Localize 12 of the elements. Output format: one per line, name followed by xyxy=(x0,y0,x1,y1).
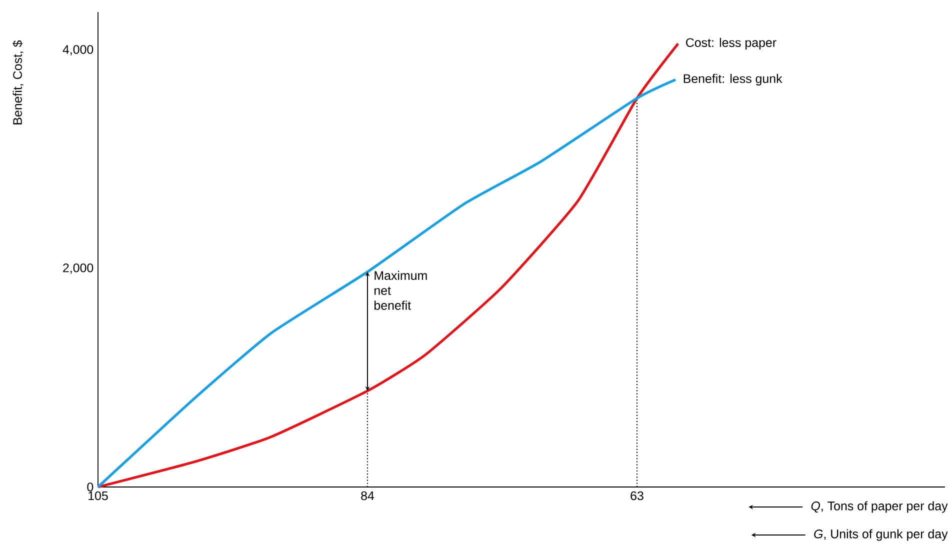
y-tick-label: 4,000 xyxy=(62,45,94,56)
series-label: Benefit: less gunk xyxy=(684,74,782,86)
x-tick-label: 84 xyxy=(361,491,374,500)
x-tick-label: 63 xyxy=(630,491,644,500)
y-axis-title: Benefit, Cost, $ xyxy=(12,40,24,124)
y-tick-label: 2,000 xyxy=(63,263,94,274)
x-tick-label: 105 xyxy=(88,491,108,500)
y-tick-label: 0 xyxy=(87,482,94,492)
text: G, Units of gunk per day xyxy=(814,529,948,541)
annotation: Maximum net benefit xyxy=(374,270,427,310)
series-label: Cost: less paper xyxy=(686,38,776,50)
x-axis-title: Q, Tons of paper per day xyxy=(811,501,948,513)
